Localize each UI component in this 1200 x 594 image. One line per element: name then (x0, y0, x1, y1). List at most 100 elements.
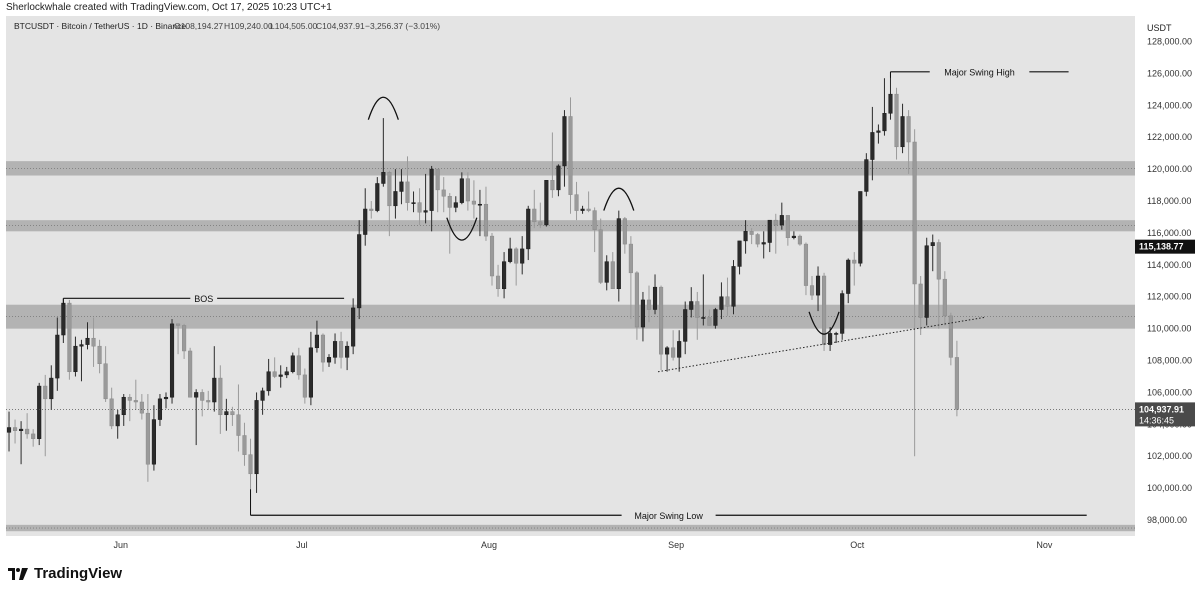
candle (6, 411, 12, 452)
candle-body (393, 191, 398, 207)
candle-body (447, 195, 452, 208)
candle (145, 394, 150, 482)
candle-body (6, 427, 12, 433)
y-tick-label: 120,000.00 (1147, 164, 1192, 174)
candle (761, 231, 766, 259)
candle-body (375, 183, 380, 211)
candle (67, 299, 72, 380)
candle-body (320, 334, 326, 363)
candle (610, 252, 615, 290)
candle (43, 374, 48, 457)
price-axis-panel[interactable] (1135, 16, 1195, 553)
candle-body (924, 245, 929, 318)
legend-high: H109,240.00 (224, 21, 273, 31)
candle-body (852, 259, 857, 264)
candle (628, 236, 633, 320)
candle (441, 177, 446, 213)
candle-body (43, 385, 48, 400)
candle-body (894, 93, 899, 148)
candle-body (695, 301, 700, 318)
candle-body (363, 208, 368, 235)
candle-body (339, 341, 344, 358)
legend-open: O108,194.27 (174, 21, 223, 31)
candle (894, 87, 899, 160)
legend-low: L104,505.00 (270, 21, 318, 31)
y-tick-label: 122,000.00 (1147, 132, 1192, 142)
candle-body (109, 398, 114, 427)
swing-line-label: Major Swing High (944, 67, 1015, 77)
candle-body (707, 317, 712, 326)
candle (900, 103, 905, 154)
candle (429, 165, 434, 232)
zones-layer (6, 161, 1135, 532)
candle-body (803, 243, 809, 286)
candle (308, 331, 313, 406)
candle-body (640, 299, 646, 328)
candle-body (888, 93, 893, 114)
candle (399, 169, 404, 205)
candle (465, 172, 470, 211)
candle (97, 339, 102, 374)
candle (634, 271, 639, 340)
candle-body (206, 400, 211, 403)
candle-body (19, 428, 24, 431)
candle (936, 239, 941, 329)
candle (459, 172, 464, 205)
candle (767, 219, 772, 253)
candle-body (67, 302, 72, 372)
candle-body (550, 180, 555, 191)
candle (888, 71, 893, 120)
candle-body (121, 396, 126, 416)
candle-body (954, 357, 959, 410)
y-tick-label: 118,000.00 (1147, 196, 1191, 206)
candle (224, 398, 229, 431)
trendline (657, 316, 985, 373)
candle (604, 255, 609, 291)
candle-body (761, 242, 766, 245)
time-axis-panel[interactable] (6, 536, 1135, 553)
candle-body (846, 259, 851, 294)
candle (846, 258, 851, 304)
candle (562, 110, 567, 187)
candle (79, 339, 84, 382)
candle (683, 301, 688, 355)
candle-body (332, 341, 338, 358)
candle (864, 153, 869, 197)
candle (725, 277, 730, 316)
candle-body (520, 248, 525, 264)
candle (840, 290, 845, 340)
candle-body (55, 334, 60, 379)
candle (272, 357, 277, 379)
candle-body (429, 168, 434, 211)
chart-frame[interactable]: BOS Major Swing High Major Swing Low 98,00… (6, 16, 1195, 553)
candle-body (224, 411, 229, 416)
candle-body (948, 315, 953, 358)
candle (387, 170, 392, 237)
candle-body (514, 248, 519, 264)
price-marker-sublabel: 14:36:45 (1139, 415, 1174, 425)
candle (797, 234, 802, 246)
candle (707, 309, 712, 326)
candle-body (737, 240, 742, 267)
candle-body (230, 411, 235, 416)
x-tick-label: Aug (481, 540, 497, 550)
candle (719, 282, 724, 320)
candle-body (351, 307, 356, 347)
candle-body (508, 248, 513, 262)
y-tick-label: 128,000.00 (1147, 37, 1192, 47)
x-tick-label: Jun (113, 540, 128, 550)
candle (954, 340, 959, 417)
candle (779, 202, 784, 230)
candle (755, 232, 760, 248)
candle-body (266, 371, 271, 392)
candle-body (326, 357, 332, 363)
candle-body (272, 371, 277, 377)
candle-body (12, 427, 18, 431)
y-tick-label: 112,000.00 (1147, 292, 1191, 302)
tradingview-logo-text: TradingView (34, 565, 123, 582)
price-chart[interactable]: BOS Major Swing High Major Swing Low 98,00… (6, 16, 1195, 553)
x-tick-label: Jul (296, 540, 308, 550)
candle-body (411, 202, 416, 204)
candle-body (248, 454, 253, 475)
candle-body (701, 317, 706, 319)
